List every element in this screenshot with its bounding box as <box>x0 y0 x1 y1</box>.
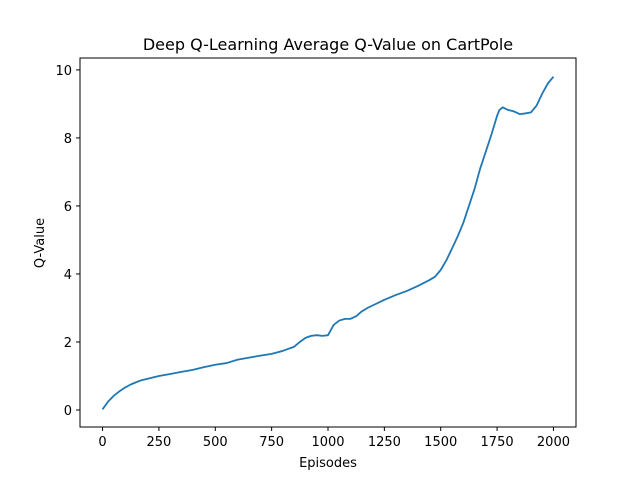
x-tick-label: 1000 <box>311 435 344 450</box>
x-axis-label: Episodes <box>299 456 357 471</box>
y-axis: 0 2 4 6 8 10 <box>55 64 80 419</box>
chart-title: Deep Q-Learning Average Q-Value on CartP… <box>143 35 513 54</box>
y-axis-label: Q-Value <box>33 218 48 268</box>
y-tick-label: 0 <box>64 404 72 419</box>
x-tick-label: 1500 <box>424 435 457 450</box>
plot-frame <box>79 57 577 428</box>
x-axis: 0 250 500 750 1000 1250 1500 1750 2000 <box>98 427 570 450</box>
y-tick-label: 6 <box>64 200 72 215</box>
x-tick-label: 0 <box>98 435 106 450</box>
y-tick-label: 4 <box>64 268 72 283</box>
x-tick-label: 250 <box>146 435 171 450</box>
x-tick-label: 2000 <box>537 435 570 450</box>
y-tick-label: 2 <box>64 336 72 351</box>
plot-area <box>101 76 555 410</box>
y-tick-label: 10 <box>55 64 72 79</box>
series-line <box>101 76 555 410</box>
x-tick-label: 500 <box>203 435 228 450</box>
x-tick-label: 1250 <box>368 435 401 450</box>
y-tick-label: 8 <box>64 132 72 147</box>
x-tick-label: 750 <box>259 435 284 450</box>
x-tick-label: 1750 <box>481 435 514 450</box>
